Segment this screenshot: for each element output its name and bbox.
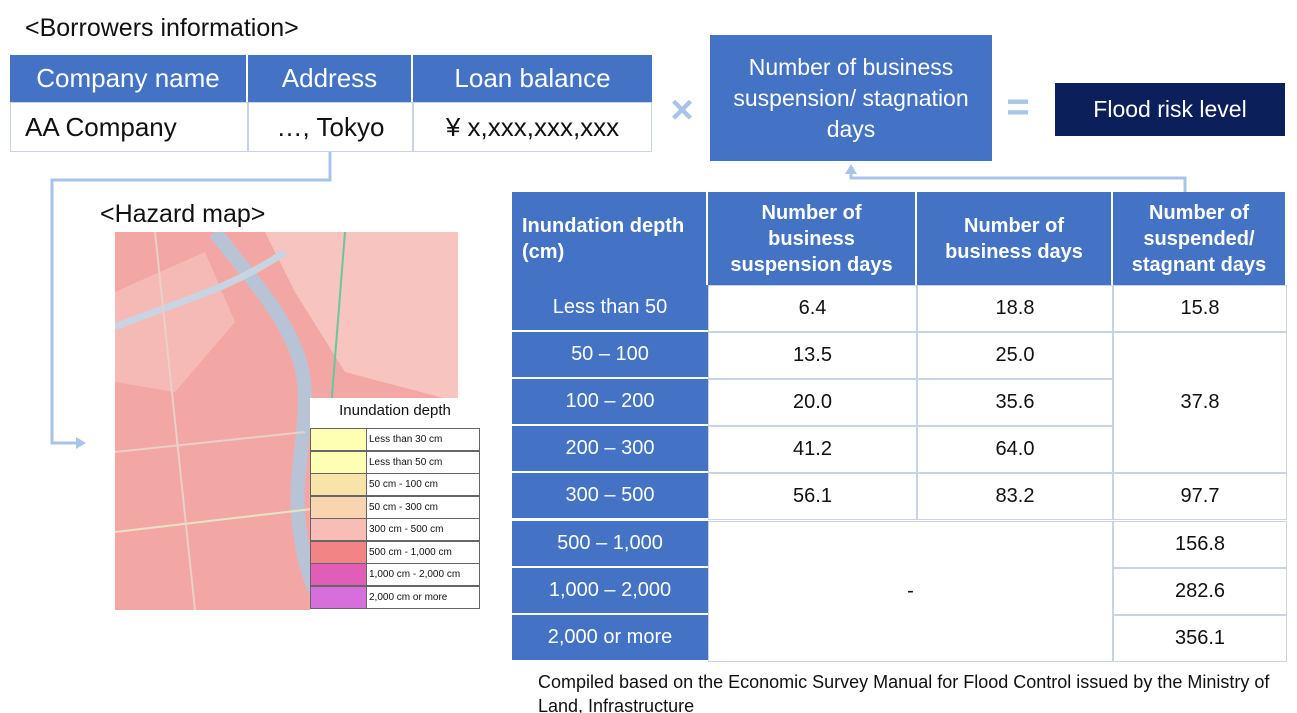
legend-swatch bbox=[311, 451, 367, 473]
times-sign: × bbox=[670, 87, 694, 132]
row-header: 200 – 300 bbox=[512, 426, 708, 474]
table-cell: 25.0 bbox=[917, 332, 1113, 380]
connector bbox=[50, 152, 332, 445]
table-cell: 20.0 bbox=[708, 379, 917, 427]
row-header: 50 – 100 bbox=[512, 332, 708, 380]
legend-swatch bbox=[311, 519, 367, 540]
legend-label: 300 cm - 500 cm bbox=[369, 524, 444, 535]
road bbox=[154, 232, 196, 610]
table-cell: 83.2 bbox=[917, 473, 1113, 521]
table-cell: 282.6 bbox=[1113, 567, 1287, 615]
borrowers-header: Address bbox=[248, 55, 413, 102]
row-header: 2,000 or more bbox=[512, 614, 708, 662]
table-cell: 97.7 bbox=[1113, 473, 1287, 521]
legend-item: Less than 50 cm bbox=[310, 450, 480, 474]
legend-list: Less than 30 cm Less than 50 cm 50 cm - 10… bbox=[310, 428, 480, 609]
river bbox=[209, 232, 332, 610]
table-cell: 15.8 bbox=[1113, 285, 1287, 333]
table-cell: 13.5 bbox=[708, 332, 917, 380]
legend-label: 500 cm - 1,000 cm bbox=[369, 546, 452, 558]
arrowhead bbox=[76, 437, 86, 449]
days-box: Number of business suspension/ stagnatio… bbox=[710, 35, 992, 161]
row-header: 100 – 200 bbox=[512, 379, 708, 427]
legend-swatch bbox=[311, 496, 367, 518]
legend-item: 2,000 cm or more bbox=[310, 585, 480, 609]
row-header: 300 – 500 bbox=[512, 473, 708, 521]
row-header: Less than 50 bbox=[512, 285, 708, 333]
table-cell: 56.1 bbox=[708, 473, 917, 521]
row-header: 1,000 – 2,000 bbox=[512, 567, 708, 615]
river bbox=[115, 249, 287, 331]
legend-label: 50 cm - 100 cm bbox=[369, 479, 438, 490]
days-table: Inundation depth (cm) Number of business … bbox=[512, 192, 1287, 662]
legend-title: Inundation depth bbox=[339, 402, 451, 419]
road bbox=[115, 431, 306, 453]
map-legend: Inundation depth Less than 30 cm Less tha… bbox=[310, 398, 480, 610]
borrowers-cell: …, Tokyo bbox=[248, 102, 413, 152]
legend-item: 500 cm - 1,000 cm bbox=[310, 540, 480, 564]
legend-swatch bbox=[311, 564, 367, 585]
legend-item: 50 cm - 100 cm bbox=[310, 473, 480, 496]
legend-item: 300 cm - 500 cm bbox=[310, 518, 480, 541]
equals-sign: = bbox=[1006, 84, 1030, 129]
table-header: Number of business suspension days bbox=[708, 192, 917, 285]
legend-swatch bbox=[311, 474, 367, 495]
table-cell: 64.0 bbox=[917, 426, 1113, 474]
legend-label: Less than 50 cm bbox=[369, 456, 443, 468]
borrowers-cell: AA Company bbox=[10, 102, 248, 152]
map-zone bbox=[115, 252, 235, 392]
table-cell: 6.4 bbox=[708, 285, 917, 333]
table-cell: 37.8 bbox=[1113, 332, 1287, 474]
legend-label: Less than 30 cm bbox=[369, 434, 443, 445]
table-header: Number of suspended/ stagnant days bbox=[1113, 192, 1287, 285]
hazard-title: <Hazard map> bbox=[100, 200, 266, 228]
footnote: Compiled based on the Economic Survey Ma… bbox=[538, 672, 1270, 713]
map-zone bbox=[265, 232, 458, 402]
table-cell: 18.8 bbox=[917, 285, 1113, 333]
legend-item: 50 cm - 300 cm bbox=[310, 495, 480, 519]
table-cell: 35.6 bbox=[917, 379, 1113, 427]
legend-label: 50 cm - 300 cm bbox=[369, 501, 438, 513]
arrowhead bbox=[845, 164, 857, 174]
table-header: Number of business days bbox=[917, 192, 1113, 285]
row-header: 500 – 1,000 bbox=[512, 520, 708, 568]
legend-item: 1,000 cm - 2,000 cm bbox=[310, 563, 480, 586]
table-cell: 41.2 bbox=[708, 426, 917, 474]
borrowers-title: <Borrowers information> bbox=[25, 14, 299, 42]
borrowers-cell: ¥ x,xxx,xxx,xxx bbox=[413, 102, 652, 152]
connector bbox=[849, 172, 1187, 192]
result-box: Flood risk level bbox=[1055, 83, 1285, 136]
table-header: Inundation depth (cm) bbox=[512, 192, 708, 285]
table-cell: 356.1 bbox=[1113, 614, 1287, 662]
legend-label: 1,000 cm - 2,000 cm bbox=[369, 569, 461, 580]
legend-swatch bbox=[311, 586, 367, 608]
legend-swatch bbox=[311, 541, 367, 563]
borrowers-header: Loan balance bbox=[413, 55, 652, 102]
table-cell: - bbox=[708, 520, 1113, 662]
legend-item: Less than 30 cm bbox=[310, 428, 480, 451]
borrowers-header: Company name bbox=[10, 55, 248, 102]
legend-label: 2,000 cm or more bbox=[369, 591, 448, 603]
legend-swatch bbox=[311, 429, 367, 450]
table-cell: 156.8 bbox=[1113, 520, 1287, 568]
